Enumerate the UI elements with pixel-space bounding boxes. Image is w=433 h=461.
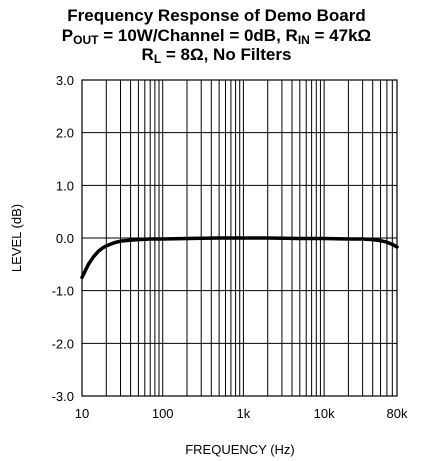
y-tick-label: 3.0 [56,73,74,88]
y-tick-label: 0.0 [56,231,74,246]
chart-subtitle-load: RL = 8Ω, No Filters [0,45,433,66]
subtitle-r-sub: IN [297,33,310,47]
y-tick-labels: 3.0 2.0 1.0 0.0 -1.0 -2.0 -3.0 [52,73,74,404]
subtitle-rl-end: = 8Ω, No Filters [161,45,292,64]
y-tick-label: 1.0 [56,178,74,193]
y-tick-label: -2.0 [52,336,74,351]
series-line [80,236,399,280]
y-tick-label: -3.0 [52,389,74,404]
x-tick-label: 80k [387,406,408,421]
x-tick-labels: 10 100 1k 10k 80k [75,406,408,421]
chart-title: Frequency Response of Demo Board [67,6,366,25]
x-tick-label: 10 [75,406,89,421]
x-tick-label: 10k [314,406,335,421]
y-axis-label: LEVEL (dB) [9,204,24,272]
subtitle-p-sub: OUT [73,33,99,47]
x-tick-label: 1k [237,406,251,421]
plot-frame [81,79,398,397]
subtitle-rl-sub: L [153,52,162,66]
x-tick-label: 100 [152,406,174,421]
y-tick-label: -1.0 [52,284,74,299]
x-axis-label: FREQUENCY (Hz) [185,442,295,457]
subtitle-end: = 47kΩ [309,26,372,45]
subtitle-mid: = 10W/Channel = 0dB, R [98,26,298,45]
y-tick-label: 2.0 [56,126,74,141]
series-group [80,236,399,280]
subtitle-p: P [61,26,74,45]
chart-subtitle-conditions: POUT = 10W/Channel = 0dB, RIN = 47kΩ [0,26,433,47]
subtitle-rl: R [141,45,154,64]
